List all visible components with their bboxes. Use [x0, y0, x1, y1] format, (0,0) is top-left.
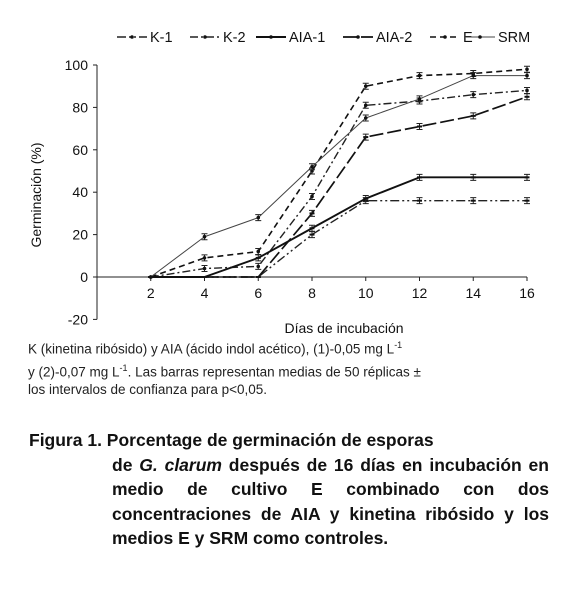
x-tick-label: 12 [412, 285, 428, 301]
legend-label: AIA-2 [376, 30, 412, 46]
caption-label: Figura 1. [29, 430, 102, 450]
legend-item-srm: SRM [465, 30, 530, 46]
data-point [525, 67, 529, 72]
legend-item-k-2: K-2 [190, 30, 246, 46]
data-point [471, 73, 476, 78]
x-tick-label: 14 [465, 285, 481, 301]
data-point [363, 197, 369, 200]
note-line1: K (kinetina ribósido) y AIA (ácido indol… [28, 341, 395, 357]
data-point [309, 233, 315, 236]
caption-text-2: de [112, 454, 140, 475]
data-point [309, 212, 315, 215]
series-line [150, 89, 528, 278]
note-line2-start: y (2)-0,07 mg L [28, 364, 120, 379]
series-srm [148, 72, 530, 279]
data-point [470, 176, 476, 179]
figure-note: K (kinetina ribósido) y AIA (ácido indol… [28, 336, 548, 399]
figure-caption: Figura 1. Porcentage de germinación de e… [29, 428, 549, 551]
data-point [310, 164, 314, 169]
data-point [256, 215, 261, 220]
series-line [150, 75, 527, 278]
legend-marker [478, 35, 482, 39]
y-axis: -20 0 20 40 60 80 100 [65, 57, 98, 327]
data-point [417, 97, 422, 101]
data-point [524, 95, 530, 98]
series-aia-1 [148, 173, 530, 278]
series-aia-2 [148, 93, 530, 278]
legend-label: K-2 [223, 30, 246, 46]
y-tick-label: 60 [72, 142, 88, 158]
legend-label: E [463, 30, 473, 46]
data-point [202, 276, 207, 278]
data-point [255, 256, 261, 259]
y-axis-label: Germinación (%) [28, 142, 44, 247]
data-point [470, 114, 476, 117]
data-point [525, 88, 529, 93]
data-point [310, 194, 314, 199]
caption-text-1: Porcentage de germinación de esporas [101, 430, 434, 450]
x-tick-label: 2 [147, 285, 155, 301]
y-tick-label: 20 [72, 227, 88, 243]
x-tick-label: 4 [201, 285, 209, 301]
data-point [417, 199, 422, 202]
data-point [417, 176, 422, 179]
data-point [309, 227, 315, 230]
data-point [470, 199, 476, 202]
legend-item-aia-1: AIA-1 [256, 30, 325, 46]
y-tick-label: 80 [72, 99, 88, 115]
y-tick-label: 40 [72, 184, 88, 200]
x-axis-label: Días de incubación [284, 320, 403, 336]
x-tick-label: 8 [308, 285, 316, 301]
note-line2-end: . Las barras representan medias de 50 ré… [127, 364, 421, 379]
germination-chart: K-1 K-2 AIA-1 AIA-2 E SRM -20 0 20 40 60 80 100 2 4 6… [28, 30, 535, 336]
note-line3: los intervalos de confianza para p<0,05. [28, 382, 268, 397]
data-point [525, 73, 529, 78]
legend-marker [130, 35, 134, 39]
legend-marker [356, 35, 360, 39]
legend-label: AIA-1 [289, 30, 325, 46]
data-point [363, 84, 368, 88]
caption-text-3: después de 16 días en incubación en medi… [112, 454, 549, 549]
legend-item-e: E [430, 30, 473, 46]
data-point [363, 136, 369, 139]
data-point [417, 73, 422, 78]
legend-marker [269, 35, 273, 39]
legend-marker [203, 35, 207, 39]
chart-legend: K-1 K-2 AIA-1 AIA-2 E SRM [117, 30, 530, 46]
x-tick-label: 6 [254, 285, 262, 301]
data-point [255, 276, 261, 278]
y-tick-label: 100 [65, 57, 89, 73]
y-tick-label: 0 [80, 269, 88, 285]
y-tick-label: -20 [68, 311, 88, 327]
data-point [256, 264, 261, 269]
data-point [148, 275, 153, 279]
data-point [202, 266, 207, 271]
data-point [524, 199, 530, 202]
series-line [150, 68, 528, 278]
data-point [524, 176, 530, 179]
legend-label: K-1 [150, 30, 173, 46]
x-tick-label: 10 [358, 285, 374, 301]
data-point [202, 256, 207, 260]
data-point [256, 249, 261, 254]
series-line [150, 95, 528, 278]
data-point [471, 92, 476, 97]
legend-marker [443, 35, 447, 39]
data-point [202, 234, 207, 239]
data-point [417, 125, 422, 128]
x-axis: 2 4 6 8 10 12 14 16 [97, 276, 535, 301]
legend-label: SRM [498, 30, 530, 46]
caption-species: G. clarum [139, 454, 222, 475]
legend-item-k-1: K-1 [117, 30, 173, 46]
x-tick-label: 16 [519, 285, 535, 301]
series-layer [148, 65, 530, 279]
data-point [363, 116, 368, 120]
note-unit-exponent-1: -1 [394, 340, 403, 350]
data-point [363, 103, 368, 108]
series-line [150, 176, 527, 278]
legend-item-aia-2: AIA-2 [343, 30, 412, 46]
note-unit-exponent-2: -1 [119, 362, 128, 373]
